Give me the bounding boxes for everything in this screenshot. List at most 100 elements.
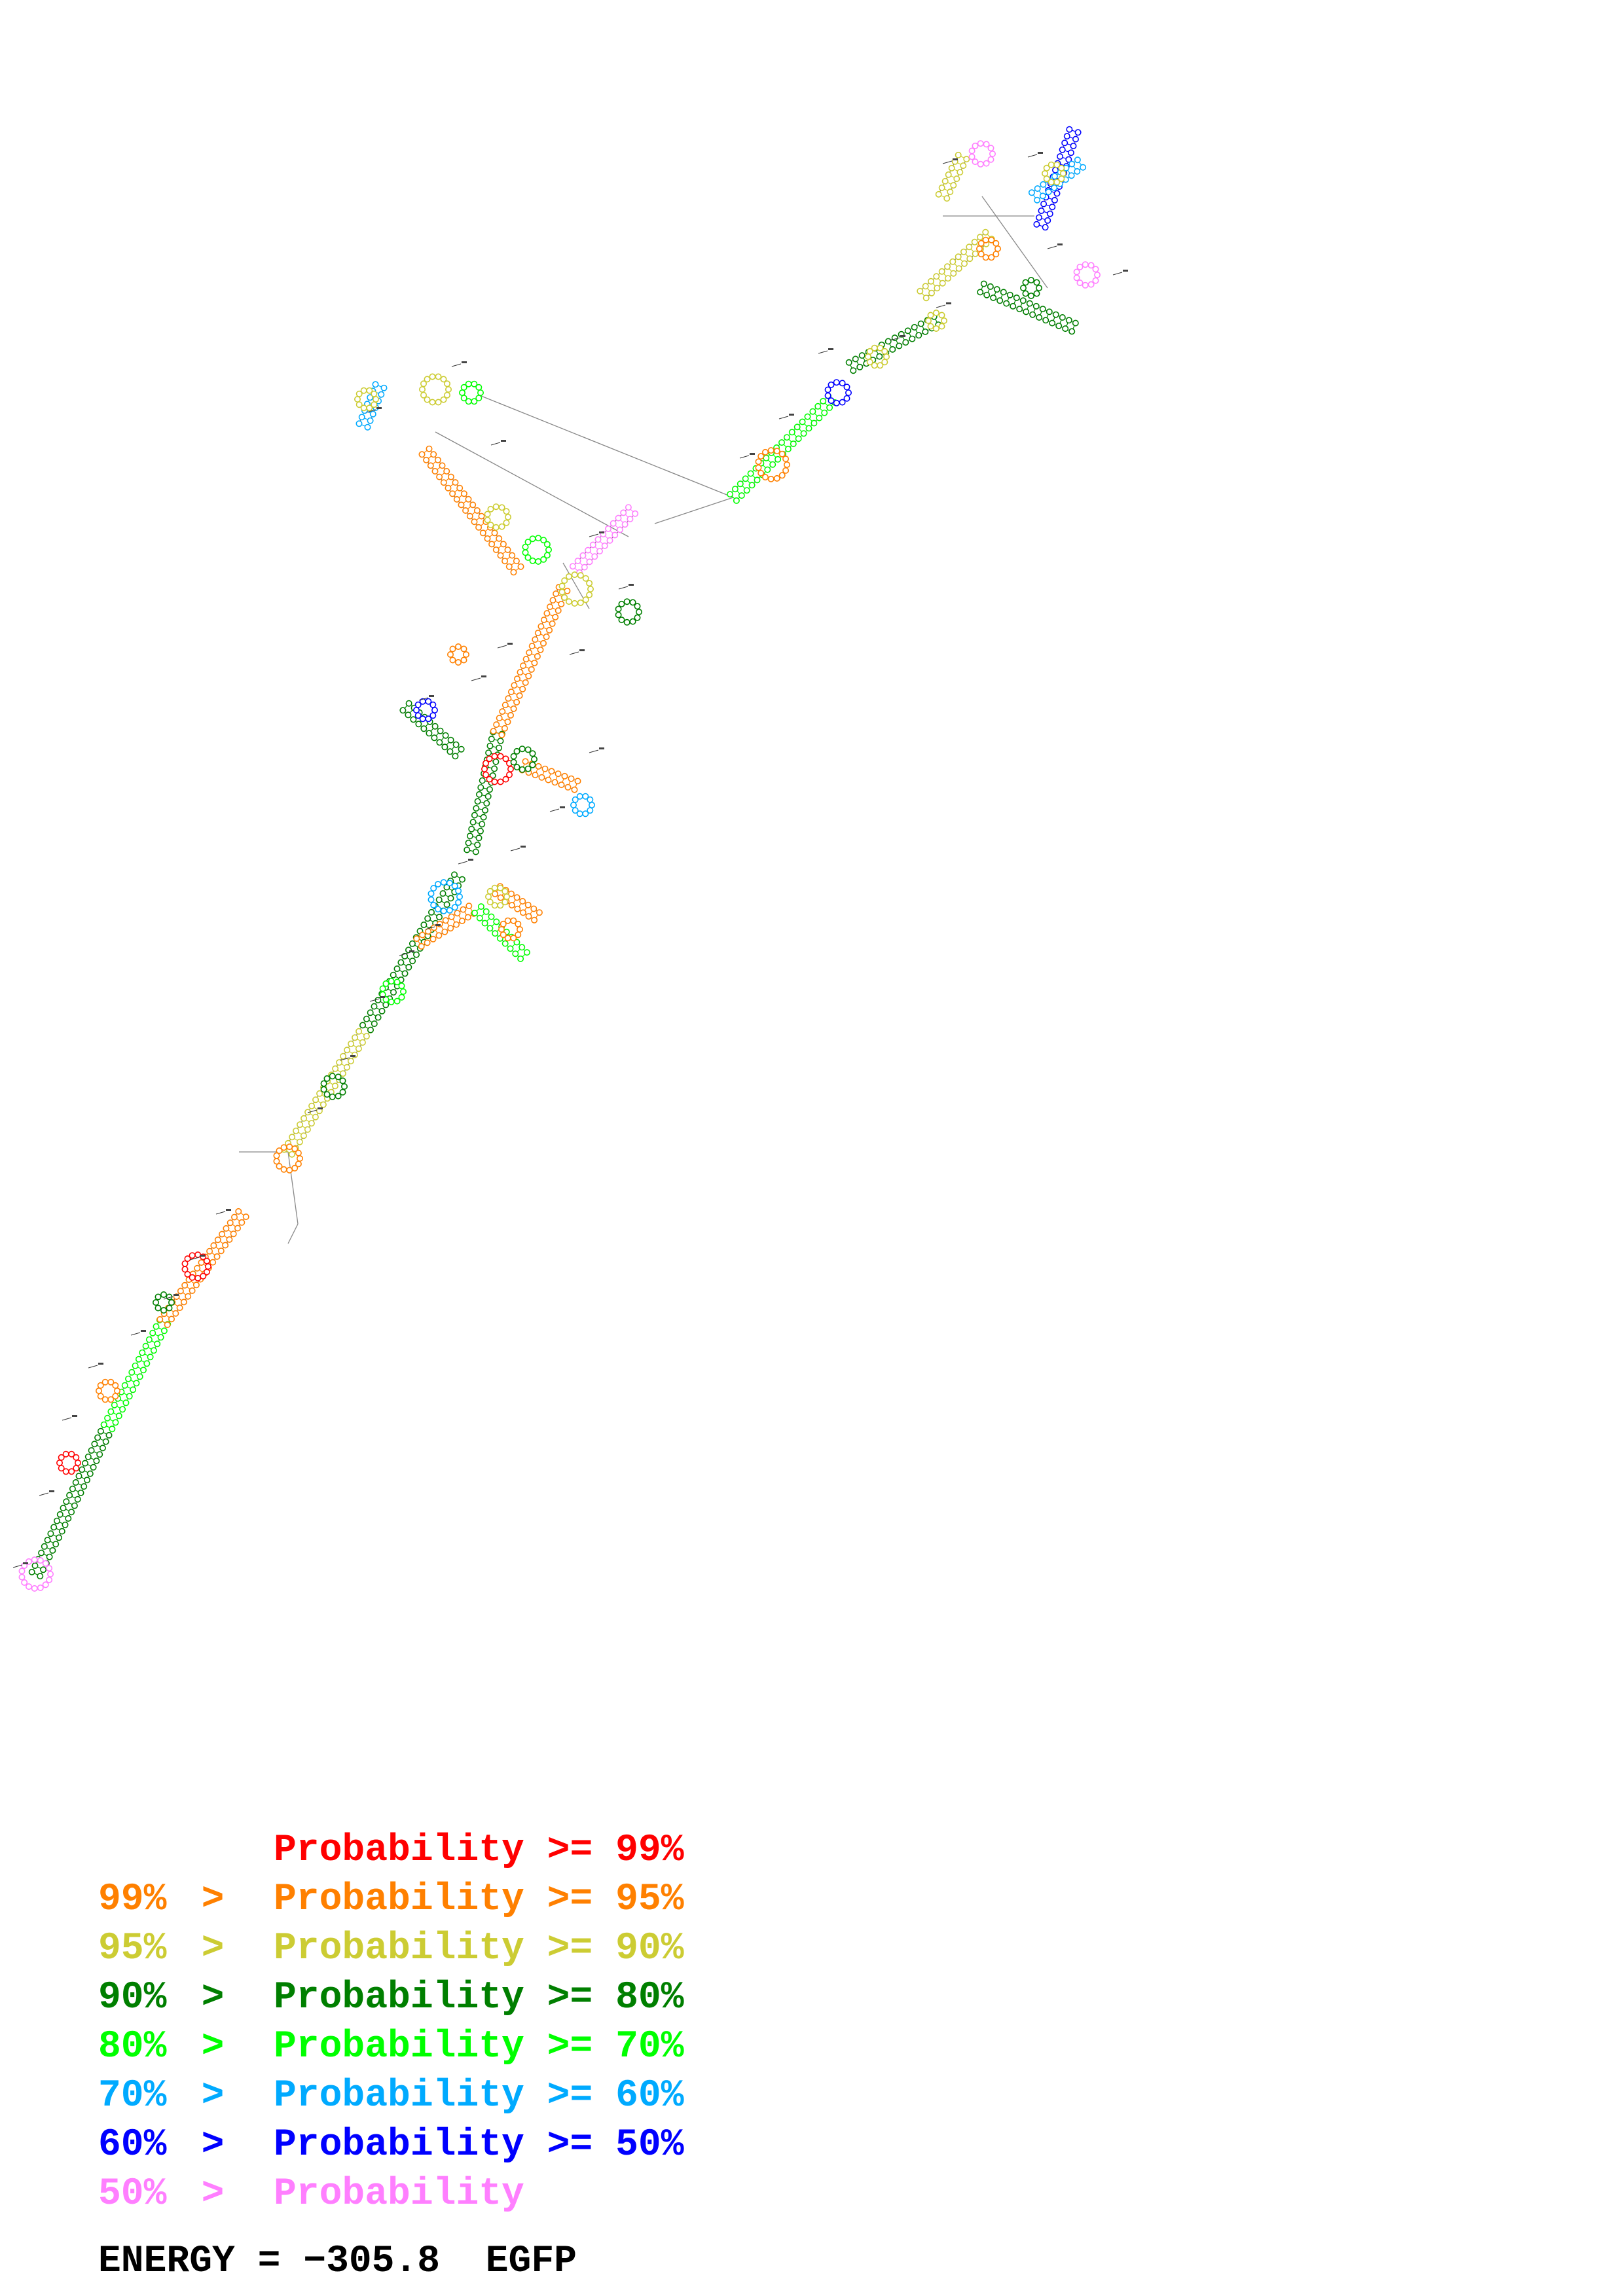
- nucleotide: [46, 1553, 53, 1560]
- nucleotide: [484, 893, 492, 901]
- nucleotide: [561, 577, 568, 584]
- nucleotide: [762, 474, 769, 481]
- legend-range-label: Probability >= 95%: [274, 1878, 684, 1921]
- nucleotide: [1022, 290, 1029, 297]
- nucleotide: [66, 1492, 73, 1499]
- nucleotide: [477, 784, 484, 791]
- nucleotide: [497, 738, 504, 745]
- index-tick: [1027, 154, 1038, 158]
- nucleotide: [69, 1485, 76, 1492]
- nucleotide: [501, 702, 509, 709]
- index-tick: [510, 848, 520, 852]
- nucleotide: [925, 317, 932, 324]
- nucleotide: [121, 1382, 128, 1389]
- nucleotide: [889, 346, 896, 353]
- nucleotide: [1074, 168, 1081, 175]
- nucleotide: [977, 240, 985, 247]
- nucleotide: [1074, 129, 1082, 136]
- nucleotide: [388, 998, 395, 1005]
- nucleotide: [955, 265, 962, 272]
- nucleotide: [356, 401, 363, 408]
- nucleotide: [88, 1447, 95, 1454]
- nucleotide: [1040, 181, 1047, 188]
- nucleotide: [491, 884, 498, 891]
- nucleotide: [933, 325, 940, 332]
- nucleotide: [1036, 214, 1043, 221]
- nucleotide: [462, 651, 469, 658]
- nucleotide: [469, 501, 477, 509]
- nucleotide: [1058, 164, 1065, 171]
- nucleotide: [176, 1304, 183, 1312]
- nucleotide: [989, 151, 996, 158]
- nucleotide: [1028, 276, 1035, 283]
- nucleotide: [75, 1460, 82, 1467]
- nucleotide: [982, 236, 989, 243]
- index-tick-label: [376, 407, 382, 409]
- nucleotide: [452, 741, 460, 748]
- nucleotide: [478, 512, 485, 520]
- nucleotide: [1043, 164, 1050, 171]
- nucleotide: [469, 819, 477, 826]
- nucleotide: [587, 807, 594, 814]
- nucleotide: [507, 689, 515, 696]
- nucleotide: [858, 352, 866, 359]
- legend-separator: >: [201, 2173, 225, 2215]
- nucleotide: [97, 1393, 104, 1400]
- nucleotide: [198, 1259, 205, 1266]
- nucleotide: [44, 1537, 51, 1544]
- nucleotide: [68, 1450, 75, 1458]
- nucleotide: [456, 893, 463, 901]
- index-tick: [589, 533, 599, 537]
- index-tick-label: [318, 1107, 323, 1109]
- nucleotide: [210, 1259, 217, 1266]
- nucleotide: [509, 552, 516, 559]
- nucleotide: [62, 1450, 69, 1458]
- nucleotide: [476, 914, 483, 922]
- nucleotide: [915, 332, 922, 339]
- long-range-link: [981, 196, 1048, 289]
- nucleotide: [569, 563, 576, 570]
- index-tick: [425, 926, 435, 930]
- nucleotide: [501, 558, 509, 565]
- nucleotide: [436, 739, 443, 746]
- nucleotide: [524, 554, 532, 561]
- nucleotide: [454, 643, 462, 650]
- nucleotide: [340, 1052, 347, 1060]
- nucleotide: [727, 491, 734, 498]
- nucleotide: [504, 513, 511, 520]
- legend-range-label: Probability >= 99%: [274, 1829, 684, 1872]
- legend-range-label: Probability >= 70%: [274, 2026, 684, 2068]
- nucleotide: [479, 777, 486, 784]
- nucleotide: [535, 762, 542, 770]
- nucleotide: [47, 1571, 54, 1578]
- nucleotide: [927, 323, 934, 330]
- nucleotide: [126, 1393, 133, 1400]
- nucleotide: [99, 1444, 106, 1452]
- nucleotide: [238, 1219, 246, 1226]
- nucleotide: [428, 890, 435, 897]
- nucleotide: [763, 454, 770, 461]
- nucleotide: [419, 715, 426, 723]
- nucleotide: [1053, 190, 1061, 197]
- long-range-link: [287, 1223, 299, 1244]
- nucleotide: [352, 1034, 359, 1041]
- nucleotide: [42, 1560, 49, 1567]
- index-tick: [569, 651, 579, 655]
- nucleotide: [938, 268, 945, 275]
- nucleotide: [119, 1406, 126, 1413]
- nucleotide: [503, 893, 510, 901]
- nucleotide: [446, 880, 453, 887]
- nucleotide: [519, 909, 526, 916]
- nucleotide: [366, 387, 373, 394]
- nucleotide: [987, 145, 994, 152]
- nucleotide: [471, 518, 478, 526]
- nucleotide: [481, 766, 488, 773]
- nucleotide: [458, 876, 465, 883]
- nucleotide: [52, 1541, 60, 1548]
- nucleotide: [390, 971, 397, 978]
- nucleotide: [435, 896, 443, 903]
- nucleotide: [371, 390, 378, 397]
- nucleotide: [443, 391, 450, 399]
- index-tick-label: [23, 1562, 28, 1564]
- legend-lower-bound: 95%: [98, 1928, 167, 1970]
